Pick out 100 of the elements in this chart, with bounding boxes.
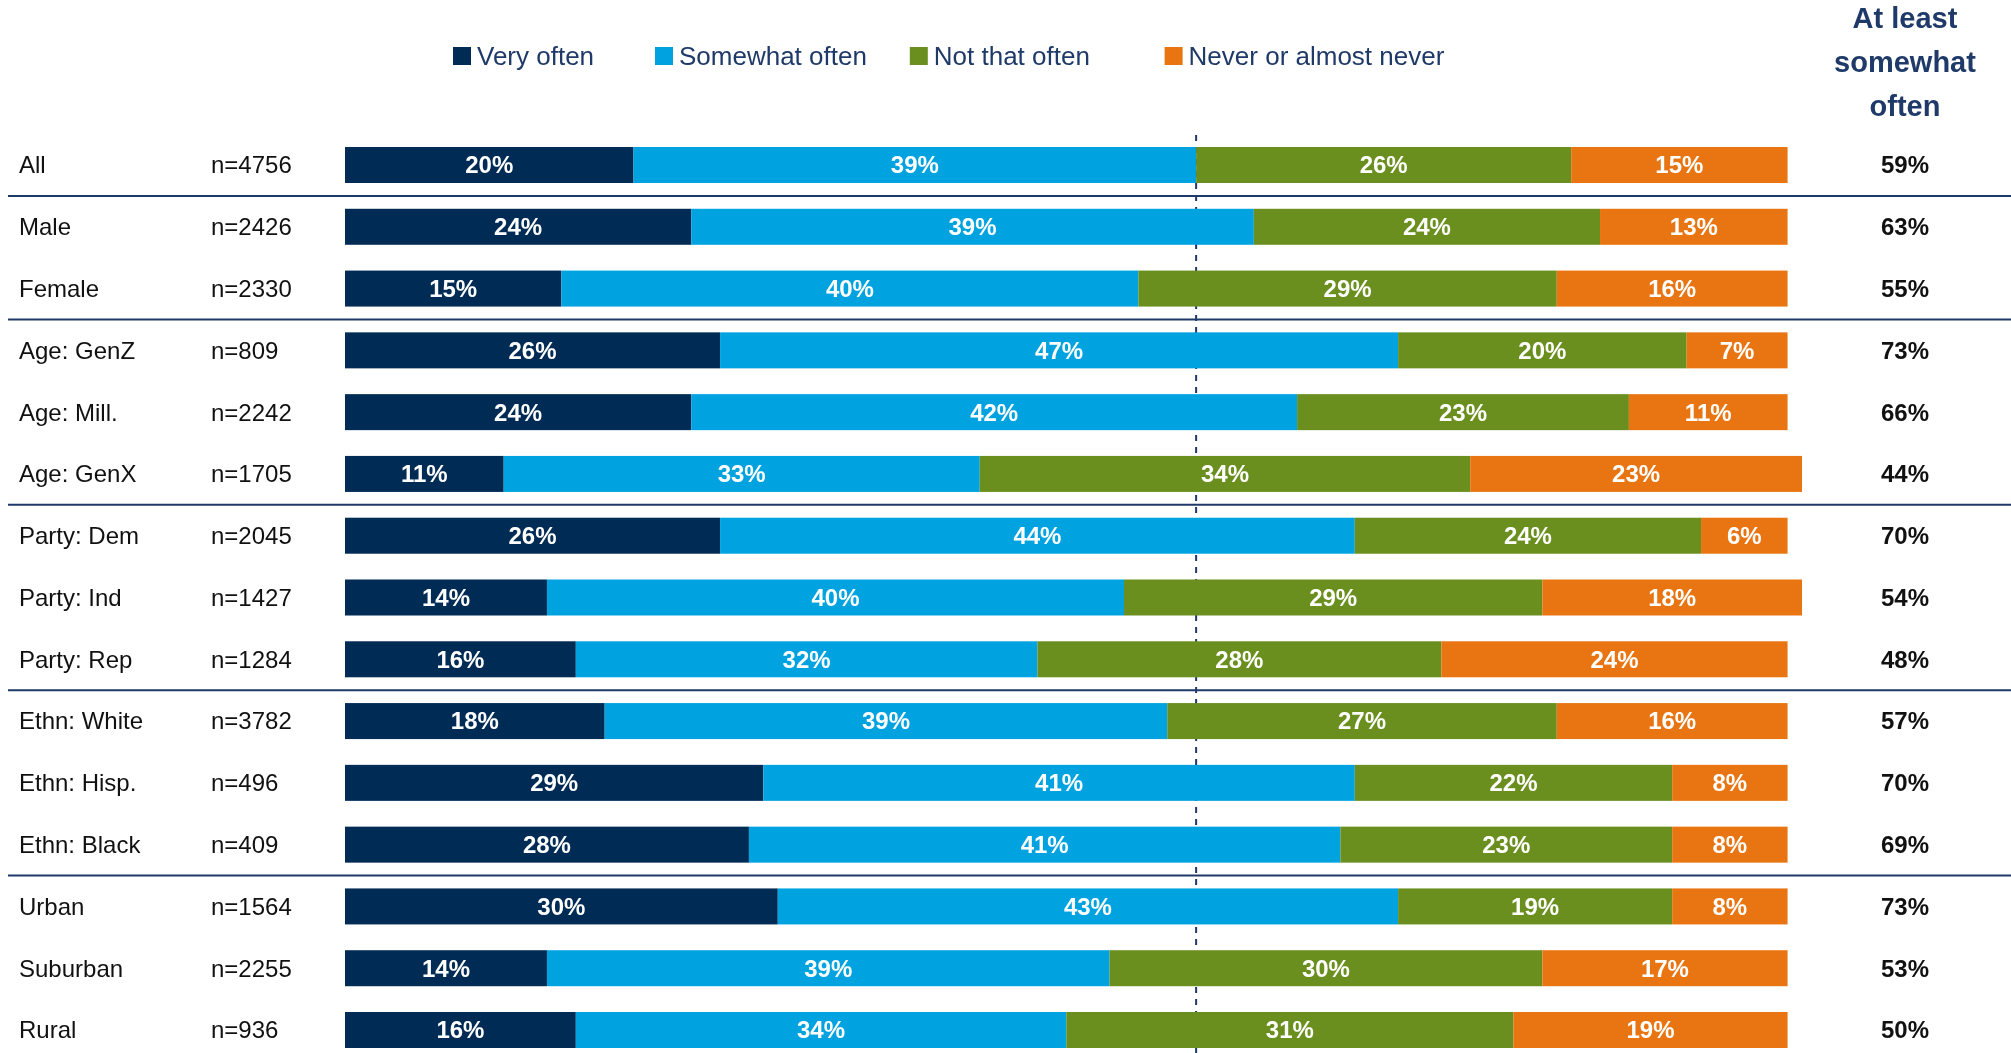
text: n=2242 — [211, 398, 292, 426]
bar — [1571, 147, 1788, 183]
bar — [1672, 888, 1788, 925]
bar — [1441, 641, 1788, 678]
data-label: 6% — [1726, 522, 1762, 550]
data-label: 28% — [522, 831, 571, 859]
bar — [1672, 764, 1788, 801]
legend-label: Very often — [477, 41, 595, 72]
data-label: 41% — [1035, 769, 1084, 797]
text: n=1705 — [211, 460, 292, 488]
bar — [1556, 703, 1788, 740]
text: 70% — [1880, 769, 1930, 797]
data-label: 14% — [421, 583, 470, 611]
data-label: 18% — [450, 707, 499, 735]
bar — [1253, 208, 1601, 245]
bar — [1672, 826, 1788, 863]
bar — [561, 270, 1139, 307]
data-label: 26% — [508, 522, 557, 550]
text: 66% — [1880, 398, 1930, 426]
text: 53% — [1880, 954, 1930, 982]
y-tick-label: Suburban — [19, 954, 124, 982]
bar — [503, 455, 980, 492]
bar — [1470, 455, 1802, 492]
data-label: 34% — [797, 1016, 846, 1044]
bar — [1138, 270, 1557, 307]
data-label: 26% — [508, 336, 557, 364]
data-label: 19% — [1511, 892, 1560, 920]
bar — [345, 950, 547, 987]
data-label: 39% — [890, 151, 939, 179]
y-tick-label: All — [19, 151, 46, 179]
data-label: 24% — [1590, 645, 1639, 673]
bar — [575, 641, 1038, 678]
data-label: 30% — [537, 892, 586, 920]
data-label: 34% — [1200, 460, 1249, 488]
text: n=809 — [211, 336, 279, 364]
data-label: 27% — [1337, 707, 1387, 735]
bar — [691, 208, 1254, 245]
text: 44% — [1880, 460, 1930, 488]
text: 50% — [1880, 1016, 1930, 1044]
bar — [345, 888, 778, 925]
text: n=2255 — [211, 954, 292, 982]
data-label: 11% — [1684, 398, 1732, 426]
legend-label: Somewhat often — [679, 41, 867, 72]
bar — [345, 517, 721, 554]
bar — [604, 703, 1168, 740]
text: 57% — [1880, 707, 1930, 735]
text: 54% — [1880, 583, 1930, 611]
text: n=1427 — [211, 583, 292, 611]
data-label: 24% — [494, 398, 543, 426]
y-tick-label: Rural — [19, 1016, 77, 1044]
data-label: 20% — [465, 151, 514, 179]
text: 59% — [1880, 151, 1930, 179]
bar — [1066, 1012, 1514, 1048]
legend-label: Not that often — [933, 41, 1090, 72]
bar — [1398, 888, 1673, 925]
data-label: 41% — [1020, 831, 1069, 859]
y-tick-label: Age: GenZ — [19, 336, 136, 364]
data-label: 44% — [1013, 522, 1062, 550]
bar — [345, 394, 692, 431]
text: n=1564 — [211, 892, 292, 920]
y-tick-label: Ethn: Black — [19, 831, 142, 859]
bar — [1513, 1012, 1788, 1048]
bar — [763, 764, 1355, 801]
bar — [345, 332, 721, 369]
data-label: 30% — [1301, 954, 1350, 982]
text: 69% — [1880, 831, 1930, 859]
y-tick-label: Ethn: White — [19, 707, 144, 735]
data-label: 7% — [1719, 336, 1755, 364]
data-label: 16% — [1648, 274, 1697, 302]
bar — [1354, 517, 1702, 554]
bar — [1167, 703, 1557, 740]
data-label: 20% — [1518, 336, 1567, 364]
text: n=2426 — [211, 213, 292, 241]
bar — [1196, 147, 1572, 183]
bar — [979, 455, 1471, 492]
legend-label: Never or almost never — [1188, 41, 1445, 72]
text: n=3782 — [211, 707, 292, 735]
text: n=4756 — [211, 151, 292, 179]
data-label: 15% — [1655, 151, 1704, 179]
y-tick-label: Age: Mill. — [19, 398, 118, 426]
bar — [1542, 579, 1802, 616]
bar — [691, 394, 1298, 431]
bar — [345, 208, 692, 245]
text: n=2330 — [211, 274, 292, 302]
bar — [345, 641, 576, 678]
bar — [345, 147, 634, 183]
data-label: 19% — [1626, 1016, 1675, 1044]
bar — [1600, 208, 1788, 245]
text: At least somewhat often — [1834, 2, 1977, 122]
data-label: 17% — [1640, 954, 1689, 982]
bar — [1686, 332, 1788, 369]
text: n=1284 — [211, 645, 292, 673]
text: n=496 — [211, 769, 279, 797]
bar — [720, 332, 1399, 369]
bar — [1109, 950, 1543, 987]
bar — [1123, 579, 1543, 616]
data-label: 40% — [825, 274, 874, 302]
bar — [546, 579, 1124, 616]
y-tick-label: Party: Ind — [19, 583, 122, 611]
bar — [546, 950, 1110, 987]
